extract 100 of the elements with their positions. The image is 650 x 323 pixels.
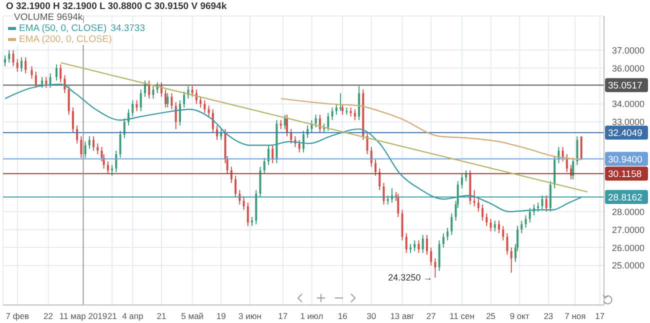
x-tick-label: 5 май: [181, 311, 204, 322]
candlestick: [286, 114, 288, 137]
candlestick: [486, 212, 488, 227]
candlestick: [45, 76, 48, 88]
x-tick-label: 21: [156, 311, 166, 322]
candlestick: [152, 86, 154, 100]
candlestick: [572, 157, 574, 180]
candlestick: [267, 144, 270, 166]
candlestick: [549, 180, 552, 212]
candlestick: [24, 56, 27, 74]
x-tick-label: 17: [595, 311, 605, 322]
candlestick: [84, 141, 86, 158]
text: O 32.1900 H 32.1900 L 30.8800 C 30.9150 V 9694k: [6, 1, 227, 12]
candlestick: [284, 114, 286, 130]
candlestick: [331, 107, 334, 121]
y-tick-label: 25.0000: [612, 260, 645, 271]
candlestick: [136, 100, 138, 112]
candlestick: [438, 240, 440, 272]
candlestick: [401, 209, 404, 241]
candlestick: [200, 96, 202, 108]
candlestick: [242, 196, 245, 210]
candlestick: [524, 214, 527, 228]
candlestick: [302, 130, 304, 153]
ref-line-label: 35.0517: [608, 80, 642, 92]
candlestick: [446, 227, 449, 241]
candlestick: [119, 130, 122, 158]
candlestick: [335, 103, 338, 116]
x-tick-label: 22: [44, 311, 54, 322]
candlestick: [16, 58, 18, 72]
x-tick-label: 19: [216, 311, 226, 322]
candlestick: [34, 71, 37, 88]
candlestick: [545, 195, 548, 212]
candlestick: [490, 218, 492, 232]
candlestick: [494, 220, 496, 232]
candlestick: [580, 136, 582, 160]
x-tick-label: 30: [366, 311, 376, 322]
x-tick-label: 4 апр: [122, 311, 144, 322]
candlestick: [60, 64, 62, 83]
x-tick-label: 21: [107, 311, 118, 322]
candlestick: [140, 89, 142, 112]
candlestick: [477, 198, 480, 212]
candlestick: [8, 50, 10, 64]
candlestick: [164, 89, 167, 108]
candlestick: [426, 234, 428, 256]
candlestick: [414, 240, 416, 252]
candlestick: [422, 234, 424, 254]
y-tick-label: 36.0000: [612, 63, 645, 74]
candlestick: [528, 208, 531, 223]
candlestick: [482, 204, 484, 222]
candlestick: [30, 66, 33, 80]
x-tick-label: 7 фев: [6, 311, 30, 322]
candlestick: [123, 118, 126, 139]
candlestick: [41, 76, 44, 88]
y-tick-label: 37.0000: [612, 45, 645, 56]
candlestick: [465, 170, 468, 182]
candlestick: [382, 182, 385, 205]
y-tick-label: 26.0000: [612, 242, 645, 253]
candlestick: [366, 132, 368, 155]
y-tick-label: 34.0000: [612, 99, 645, 110]
candlestick: [234, 175, 237, 198]
candlestick: [374, 159, 377, 176]
annotation: 34.3733: [110, 23, 145, 34]
candlestick: [259, 166, 262, 198]
candlestick: [220, 128, 222, 140]
candlestick: [178, 100, 181, 126]
candlestick: [502, 226, 504, 241]
candlestick: [340, 92, 342, 112]
x-tick-label: 7 ноя: [564, 311, 586, 322]
candlestick: [506, 232, 508, 256]
candlestick: [450, 212, 453, 236]
candlestick: [498, 220, 500, 234]
candlestick: [106, 160, 109, 174]
candlestick: [191, 86, 194, 98]
candlestick: [166, 92, 169, 108]
x-tick-label: 27: [426, 311, 436, 322]
candlestick: [570, 164, 572, 180]
candlestick: [576, 136, 578, 166]
x-tick-label: 11 мар 2019: [59, 311, 108, 322]
candlestick: [72, 107, 74, 134]
candlestick: [96, 142, 99, 155]
y-tick-label: 28.0000: [612, 206, 645, 217]
x-tick-label: 17: [278, 311, 288, 322]
ref-line-label: 30.1158: [608, 169, 642, 180]
candlestick: [397, 193, 400, 218]
x-tick-label: 13 авг: [390, 311, 414, 322]
legend-label: EMA (50, 0, CLOSE): [19, 23, 107, 34]
ref-line-label: 28.8162: [608, 192, 642, 204]
candlestick: [170, 92, 173, 110]
candlestick: [342, 103, 344, 116]
candlestick: [298, 139, 300, 153]
candlestick: [354, 108, 356, 121]
x-tick-label: 3 июн: [238, 311, 262, 322]
candlestick: [49, 72, 52, 88]
candlestick: [92, 136, 95, 152]
candlestick: [405, 232, 408, 254]
candlestick: [434, 258, 436, 278]
candlestick: [314, 114, 317, 128]
x-tick-label: 25: [486, 311, 496, 322]
candlestick: [216, 124, 218, 140]
candlestick: [88, 136, 90, 150]
